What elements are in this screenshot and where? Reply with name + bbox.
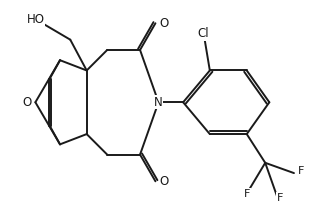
Text: F: F <box>244 189 250 199</box>
Text: O: O <box>22 96 31 109</box>
Text: N: N <box>154 96 163 109</box>
Text: Cl: Cl <box>198 27 210 40</box>
Text: F: F <box>276 193 283 203</box>
Text: HO: HO <box>26 13 44 26</box>
Text: O: O <box>160 17 169 30</box>
Text: F: F <box>298 166 304 176</box>
Text: O: O <box>160 175 169 188</box>
